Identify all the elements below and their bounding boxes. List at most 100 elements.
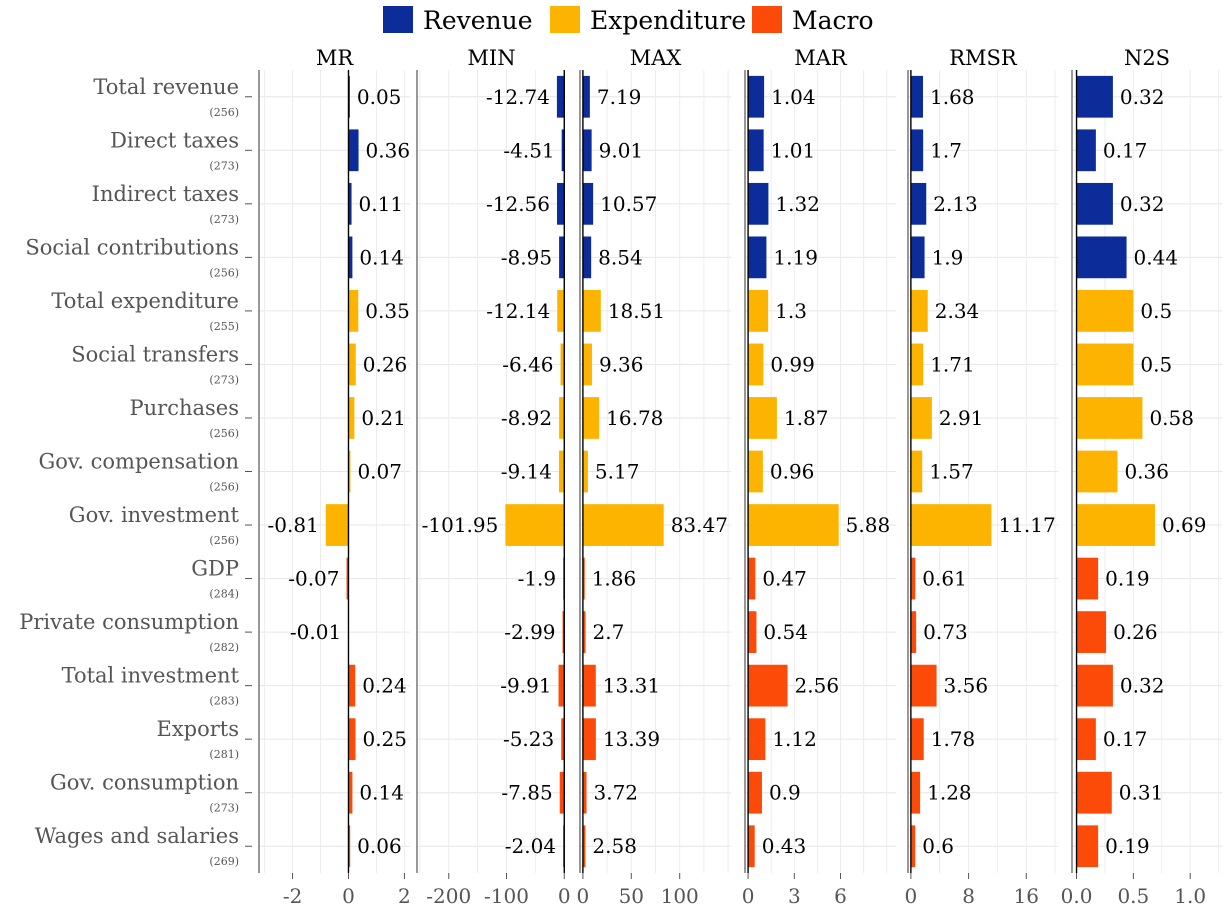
row-label: Gov. consumption xyxy=(50,771,239,795)
x-tick-label: 0.5 xyxy=(1117,884,1149,908)
bar xyxy=(910,182,927,225)
bar xyxy=(1076,236,1127,279)
bar xyxy=(748,557,756,600)
x-tick-label: 0 xyxy=(742,884,755,908)
data-label: 2.56 xyxy=(795,674,840,698)
panel-rmsr: RMSR 1.68 1.7 2.13 1.9 2.34 1.71 2.91 1.57 11.17 0… xyxy=(905,46,1058,908)
bar xyxy=(748,236,767,279)
bar xyxy=(582,343,592,386)
bar xyxy=(582,236,592,279)
bar xyxy=(748,75,765,118)
data-label: 0.25 xyxy=(362,727,407,751)
bar xyxy=(748,504,839,546)
bar xyxy=(557,182,565,225)
data-label: 0.35 xyxy=(365,299,410,323)
data-label: 0.36 xyxy=(366,138,411,162)
bar xyxy=(748,182,769,225)
data-label: 0.36 xyxy=(1124,460,1169,484)
row-labels: Total revenue (256) Direct taxes (273) Indir… xyxy=(19,75,252,868)
data-label: 0.21 xyxy=(361,406,406,430)
data-label: -0.81 xyxy=(268,513,319,537)
legend: Revenue Expenditure Macro xyxy=(383,6,874,35)
bar xyxy=(559,771,565,814)
data-label: 0.17 xyxy=(1103,727,1148,751)
panel-mar: MAR1.041.011.321.191.30.991.870.965.880.… xyxy=(742,46,896,908)
legend-label: Revenue xyxy=(423,6,533,35)
row-label: Wages and salaries xyxy=(35,824,239,848)
data-label: 1.12 xyxy=(772,727,817,751)
data-label: -2.99 xyxy=(504,620,555,644)
data-label: 1.3 xyxy=(775,299,807,323)
x-tick-label: 0 xyxy=(342,884,355,908)
x-tick-label: 0.0 xyxy=(1061,884,1093,908)
bar xyxy=(560,343,565,386)
row-count: (273) xyxy=(209,213,239,226)
bar xyxy=(346,557,349,600)
bar xyxy=(582,771,587,814)
data-label: -5.23 xyxy=(503,727,554,751)
bar xyxy=(559,397,565,439)
row-label: GDP xyxy=(191,557,239,581)
bar xyxy=(582,825,586,868)
x-tick-label: -2 xyxy=(283,884,302,908)
bar xyxy=(910,343,924,386)
data-label: -9.14 xyxy=(501,460,552,484)
bar xyxy=(1076,397,1143,439)
bar xyxy=(582,450,588,493)
bar xyxy=(910,397,932,439)
data-label: 1.68 xyxy=(930,85,975,109)
bar xyxy=(582,182,594,225)
bar xyxy=(1076,504,1155,546)
bar xyxy=(748,825,755,868)
panel-mr: MR0.05 0.36 0.11 0.14 0.35 0.26 0.21 0.07 -0.81 -… xyxy=(258,46,411,908)
data-label: -12.74 xyxy=(486,85,550,109)
bar xyxy=(748,290,769,332)
row-label: Social transfers xyxy=(71,342,239,366)
bar xyxy=(582,718,596,761)
bar xyxy=(561,129,565,172)
legend-swatch-macro xyxy=(752,6,782,33)
data-label: 1.19 xyxy=(773,245,818,269)
bar xyxy=(910,450,923,493)
data-label: 0.07 xyxy=(357,460,402,484)
data-label: 11.17 xyxy=(998,513,1055,537)
data-label: 0.43 xyxy=(762,834,807,858)
bar xyxy=(348,129,359,172)
bar xyxy=(910,504,992,546)
panel-min: MIN -12.74 -4.51 -12.56 -8.95 -12.14 -6.46 -8.9… xyxy=(416,46,571,908)
data-label: 0.5 xyxy=(1140,352,1172,376)
row-label: Indirect taxes xyxy=(92,182,239,206)
data-label: 2.34 xyxy=(935,299,980,323)
data-label: 0.32 xyxy=(1120,192,1165,216)
x-tick-label: 0 xyxy=(905,884,918,908)
bar xyxy=(582,75,590,118)
data-label: 1.7 xyxy=(930,138,962,162)
data-label: 0.47 xyxy=(762,567,807,591)
data-label: 0.14 xyxy=(359,781,404,805)
data-label: 2.13 xyxy=(933,192,978,216)
x-tick-label: 2 xyxy=(398,884,411,908)
data-label: 0.05 xyxy=(357,85,402,109)
x-tick-label: -100 xyxy=(484,884,529,908)
panel-title: MIN xyxy=(467,46,515,70)
row-label: Total expenditure xyxy=(51,289,239,313)
data-label: -0.01 xyxy=(290,620,341,644)
data-label: 0.54 xyxy=(763,620,808,644)
data-label: 0.32 xyxy=(1120,674,1165,698)
row-label: Social contributions xyxy=(25,235,239,259)
x-tick-label: 6 xyxy=(834,884,847,908)
data-label: -101.95 xyxy=(422,513,499,537)
bar xyxy=(1076,611,1107,653)
row-label: Purchases xyxy=(130,396,239,420)
bar xyxy=(1076,129,1096,172)
bar xyxy=(748,771,762,814)
bar xyxy=(910,664,937,707)
bar xyxy=(910,825,916,868)
row-count: (269) xyxy=(209,855,239,868)
bar xyxy=(348,450,351,493)
data-label: 2.58 xyxy=(592,834,637,858)
bar xyxy=(348,397,355,439)
data-label: 1.87 xyxy=(784,406,829,430)
bar xyxy=(748,611,757,653)
